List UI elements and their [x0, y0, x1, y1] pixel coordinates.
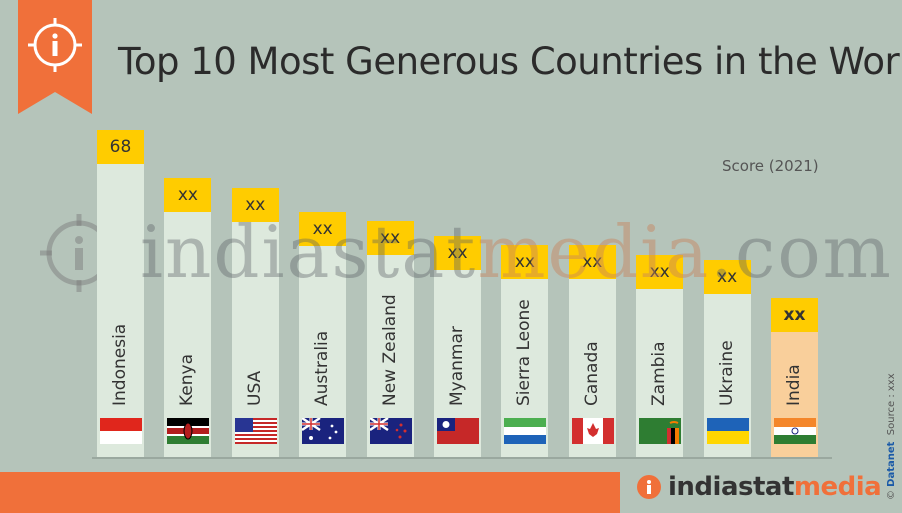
flag-india-icon	[774, 418, 816, 444]
flag-zambia-icon	[639, 418, 682, 444]
value-label-ukraine: xx	[703, 259, 751, 294]
category-label-zambia: Zambia	[649, 341, 670, 406]
brand-logo-icon	[637, 475, 661, 499]
value-label-new-zealand: xx	[366, 221, 414, 256]
category-label-australia: Australia	[312, 330, 333, 406]
category-label-canada: Canada	[581, 341, 602, 406]
baseline	[92, 457, 832, 459]
flag-new-zealand-icon	[369, 418, 412, 444]
value-label-myanmar: xx	[434, 235, 481, 270]
flag-canada-icon	[571, 418, 614, 444]
brand-name: indiastatmedia	[668, 472, 882, 502]
watermark-text: indiastatmedia.com	[140, 210, 893, 294]
legend-label: Score (2021)	[722, 157, 819, 175]
category-label-myanmar: Myanmar	[447, 326, 467, 406]
category-label-usa: USA	[244, 370, 265, 406]
value-label-sierra-leone: xx	[501, 245, 549, 280]
category-label-indonesia: Indonesia	[110, 323, 130, 406]
category-label-new-zealand: New Zealand	[379, 294, 400, 406]
flag-myanmar-icon	[437, 418, 479, 444]
bar-usa	[231, 217, 279, 457]
flag-australia-icon	[302, 418, 345, 444]
source-note: © Datanet Source : xxx	[886, 373, 897, 500]
value-label-zambia: xx	[636, 255, 684, 290]
flag-usa-icon	[234, 418, 277, 444]
bar-kenya	[164, 208, 212, 457]
value-label-canada: xx	[568, 245, 616, 280]
flag-sierra-leone-icon	[504, 418, 547, 444]
flag-ukraine-icon	[706, 418, 749, 444]
footer-band-tip	[596, 472, 620, 513]
value-label-australia: xx	[299, 211, 347, 246]
info-badge	[18, 0, 92, 114]
category-label-india: India	[784, 364, 804, 406]
flag-kenya-icon	[167, 418, 210, 444]
category-label-sierra-leone: Sierra Leone	[514, 299, 535, 406]
value-label-indonesia: 68	[97, 130, 144, 164]
flag-indonesia-icon	[100, 418, 142, 444]
value-label-usa: xx	[231, 187, 279, 222]
value-label-kenya: xx	[164, 178, 212, 213]
footer-band	[0, 472, 620, 513]
category-label-ukraine: Ukraine	[716, 340, 737, 406]
bar-indonesia	[97, 160, 144, 457]
chart-title: Top 10 Most Generous Countries in the Wo…	[118, 40, 902, 83]
category-label-kenya: Kenya	[177, 353, 198, 406]
value-label-india: xx	[771, 298, 818, 333]
